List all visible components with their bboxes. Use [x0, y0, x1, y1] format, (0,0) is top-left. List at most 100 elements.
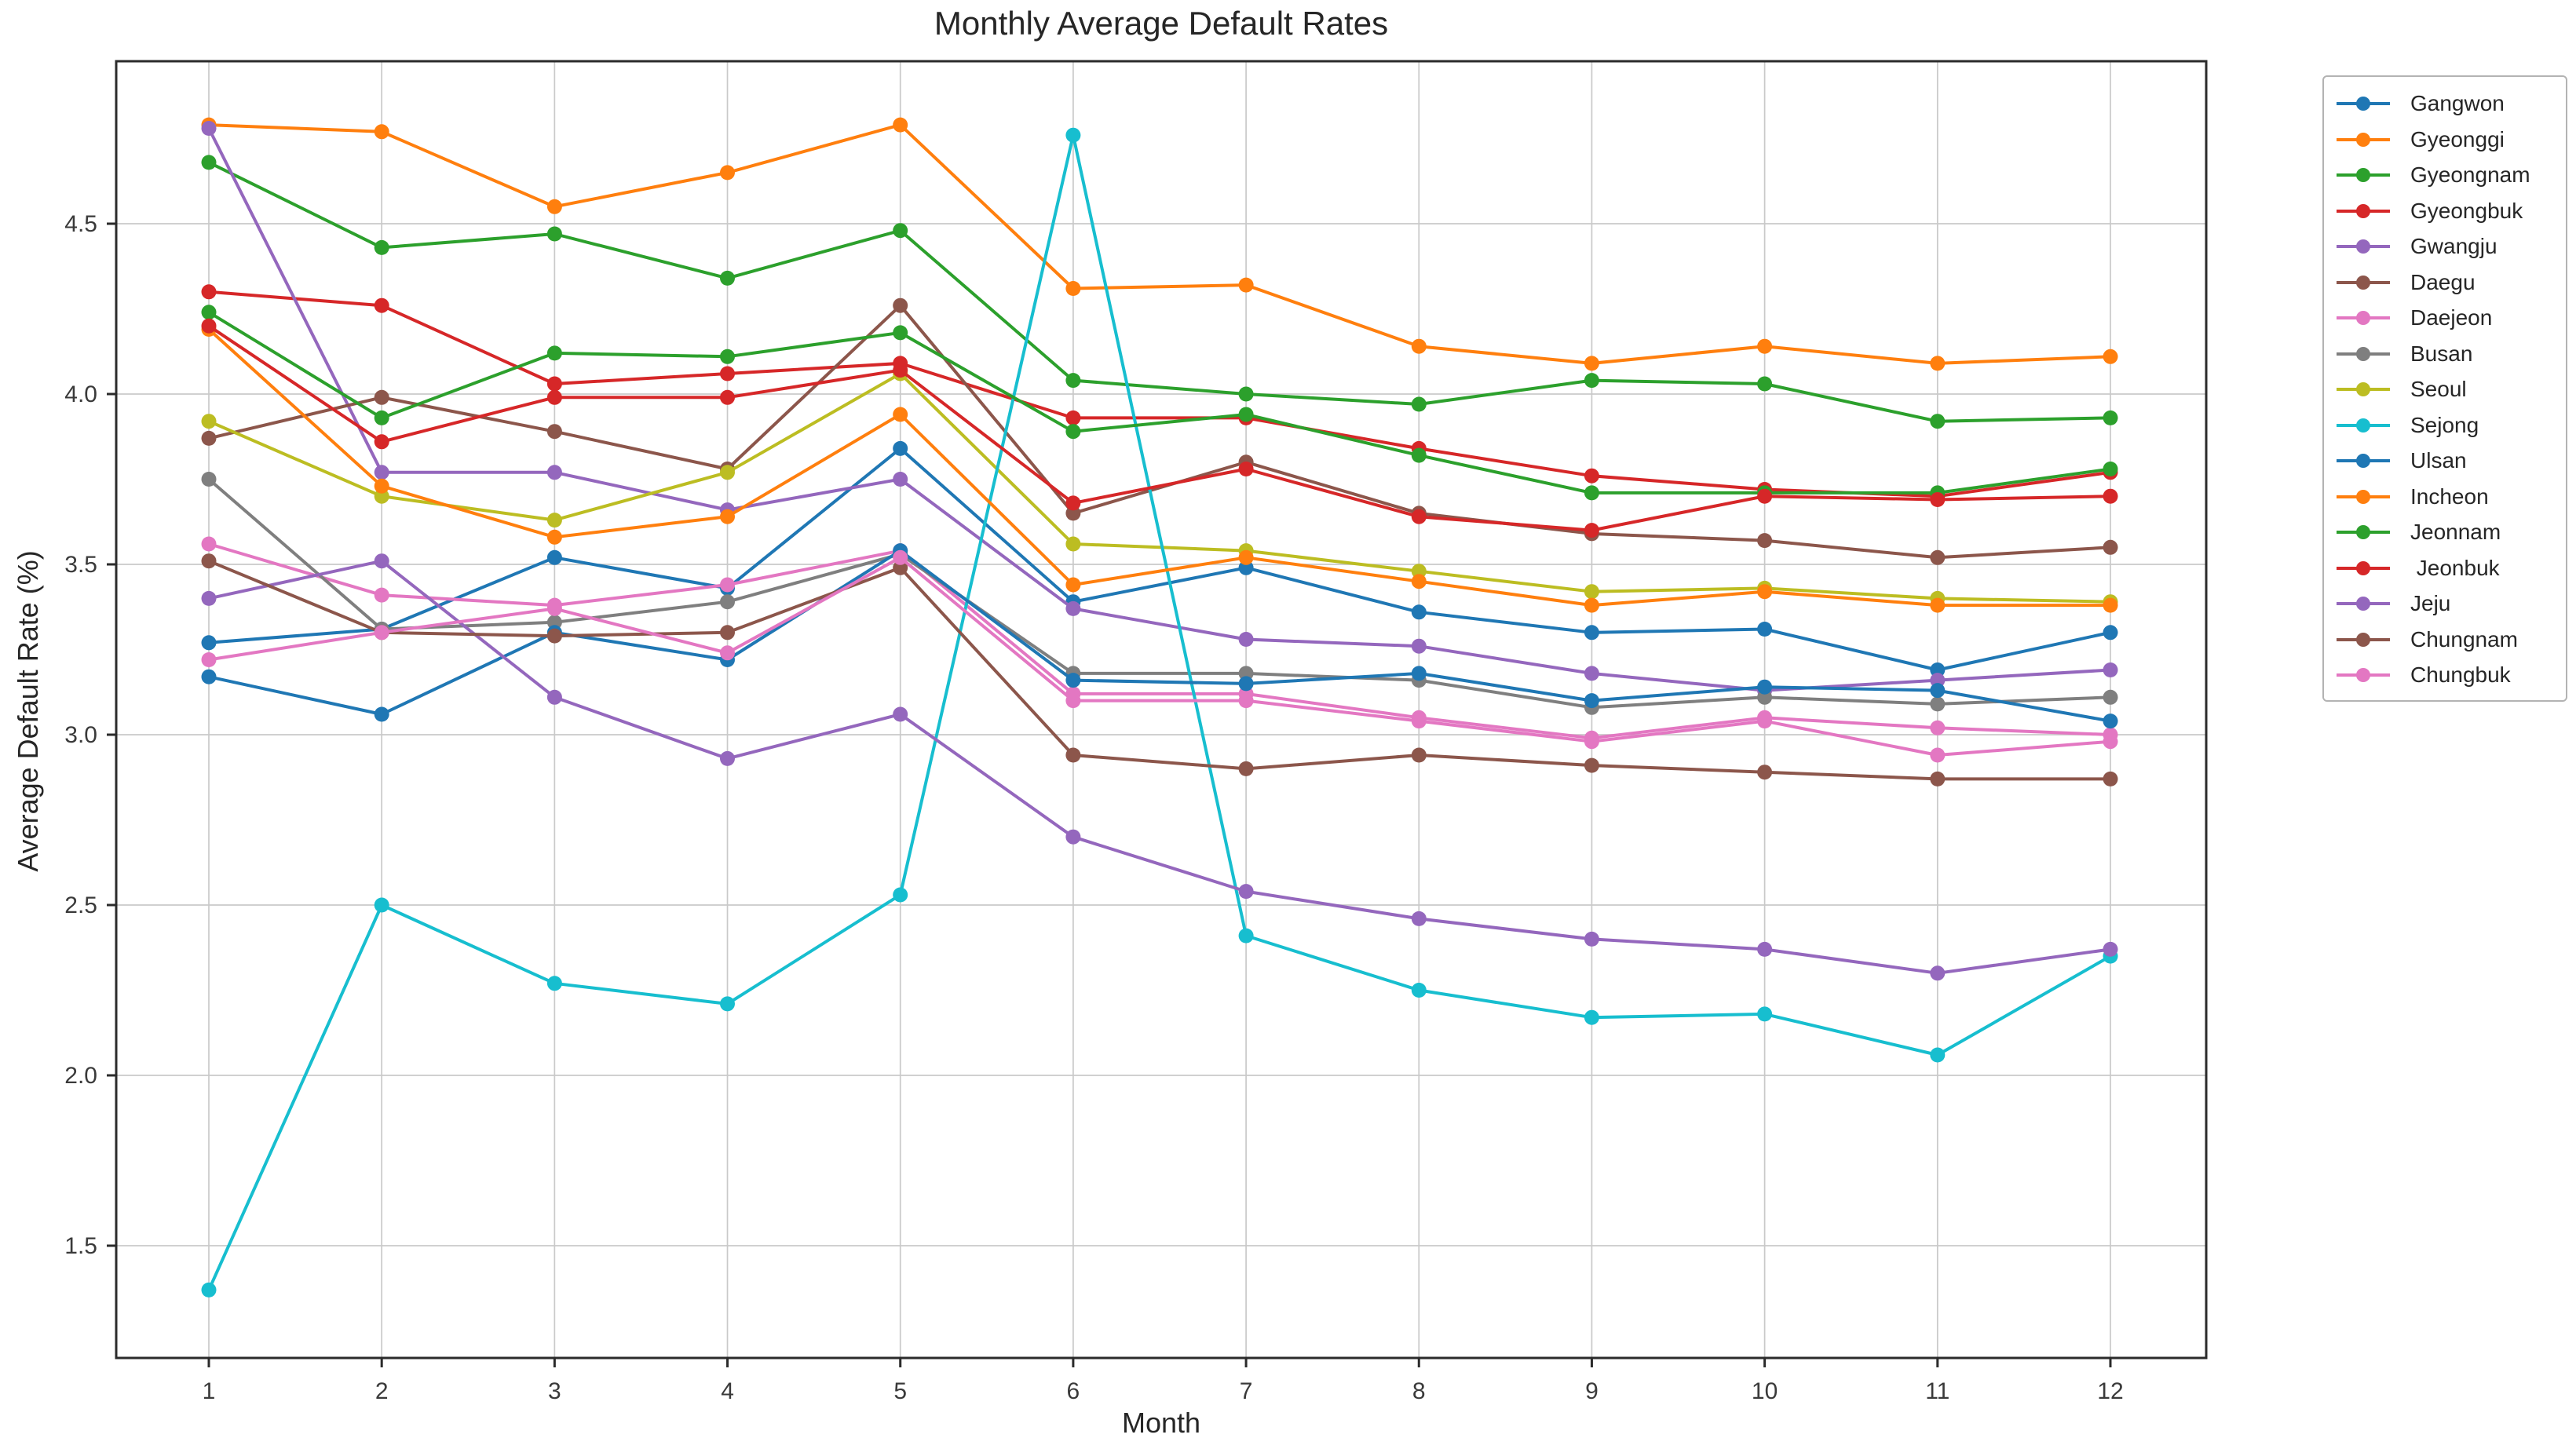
data-point: [374, 124, 389, 140]
data-point: [893, 887, 908, 903]
data-point: [1930, 597, 1946, 613]
legend-item: Daejeon: [2335, 301, 2558, 335]
data-point: [1065, 673, 1081, 688]
data-point: [2103, 689, 2118, 705]
data-point: [2103, 462, 2118, 476]
legend-item-label: Seoul: [2410, 377, 2467, 401]
legend-item-label: Chungnam: [2410, 626, 2518, 652]
y-tick-label: 2.0: [64, 1063, 97, 1089]
data-point: [1411, 714, 1427, 729]
legend-item-label: Jeonnam: [2410, 520, 2501, 544]
axis-ticks: 1 2 3 4 5 6 7 8 9 10 11 121.52.02.53.03.54.04.5: [64, 211, 2123, 1404]
legend-item-label: Incheon: [2410, 484, 2489, 509]
y-tick-label: 3.5: [64, 552, 97, 578]
legend-line-marker-icon: [2335, 96, 2391, 111]
legend-line-marker-icon: [2335, 310, 2391, 326]
data-point: [1238, 407, 1254, 422]
data-point: [1584, 597, 1599, 613]
data-point: [1584, 485, 1599, 501]
series-incheon: [201, 322, 2118, 613]
data-point: [2103, 488, 2118, 504]
x-tick-label: 2: [375, 1378, 389, 1404]
data-point: [1411, 666, 1427, 681]
data-point: [546, 549, 562, 565]
data-point: [1065, 127, 1081, 143]
data-point: [374, 706, 389, 722]
data-point: [1930, 965, 1946, 981]
data-point: [1930, 683, 1946, 699]
data-point: [2103, 625, 2118, 641]
data-point: [546, 615, 562, 630]
legend-item-label: Ulsan: [2410, 448, 2467, 473]
data-point: [374, 297, 389, 313]
data-point: [1411, 338, 1427, 354]
data-point: [1411, 574, 1427, 589]
series-ulsan: [201, 543, 2118, 729]
data-point: [1238, 676, 1254, 692]
data-point: [201, 652, 217, 667]
series-gwangju: [201, 121, 2118, 699]
data-point: [1757, 338, 1773, 354]
data-point: [546, 226, 562, 242]
data-point: [1930, 1047, 1946, 1063]
x-axis-label: Month: [1121, 1407, 1201, 1439]
data-point: [1238, 632, 1254, 647]
legend-line-marker-icon: [2335, 632, 2391, 648]
legend-item-label: Gwangju: [2410, 234, 2497, 258]
data-point: [1065, 747, 1081, 763]
data-point: [893, 363, 908, 378]
plot-frame: [115, 60, 2208, 1360]
data-point: [2103, 539, 2118, 555]
data-point: [2103, 597, 2118, 613]
data-point: [720, 750, 735, 766]
legend-item: Chungnam: [2335, 622, 2558, 657]
data-point: [893, 297, 908, 313]
data-point: [546, 345, 562, 361]
data-point: [201, 430, 217, 446]
data-point: [1411, 396, 1427, 412]
legend-line-marker-icon: [2335, 667, 2391, 683]
legend-item: Jeonbuk: [2335, 551, 2558, 586]
legend-line-marker-icon: [2335, 203, 2391, 219]
data-point: [1757, 1006, 1773, 1022]
legend-item: Chungbuk: [2335, 658, 2558, 692]
y-tick-label: 4.5: [64, 211, 97, 237]
data-point: [546, 424, 562, 440]
data-point: [374, 587, 389, 603]
data-point: [2103, 941, 2118, 957]
data-point: [1065, 410, 1081, 425]
legend-item: Gyeongbuk: [2335, 194, 2558, 228]
data-point: [374, 553, 389, 569]
data-point: [1065, 600, 1081, 616]
data-point: [201, 590, 217, 606]
legend-item: Sejong: [2335, 408, 2558, 443]
data-point: [2103, 734, 2118, 750]
series-lines: [201, 117, 2118, 1298]
legend-line-marker-icon: [2335, 453, 2391, 469]
legend-item: Busan: [2335, 337, 2558, 371]
data-point: [546, 529, 562, 545]
data-point: [720, 349, 735, 364]
data-point: [1238, 761, 1254, 776]
data-point: [720, 465, 735, 480]
x-tick-label: 8: [1412, 1378, 1426, 1404]
data-point: [374, 897, 389, 913]
data-point: [1757, 765, 1773, 780]
data-point: [201, 536, 217, 552]
data-point: [2103, 771, 2118, 787]
x-tick-label: 6: [1067, 1378, 1080, 1404]
data-point: [546, 976, 562, 991]
data-point: [546, 513, 562, 528]
data-point: [374, 239, 389, 255]
legend-item-label: Busan: [2410, 341, 2473, 366]
data-point: [1757, 714, 1773, 729]
legend-item: Gwangju: [2335, 229, 2558, 264]
series-chungnam: [201, 553, 2118, 787]
data-point: [1757, 584, 1773, 600]
legend-item-label: Gyeonggi: [2410, 126, 2505, 151]
data-point: [374, 465, 389, 480]
data-point: [720, 389, 735, 405]
legend-line-marker-icon: [2335, 596, 2391, 611]
